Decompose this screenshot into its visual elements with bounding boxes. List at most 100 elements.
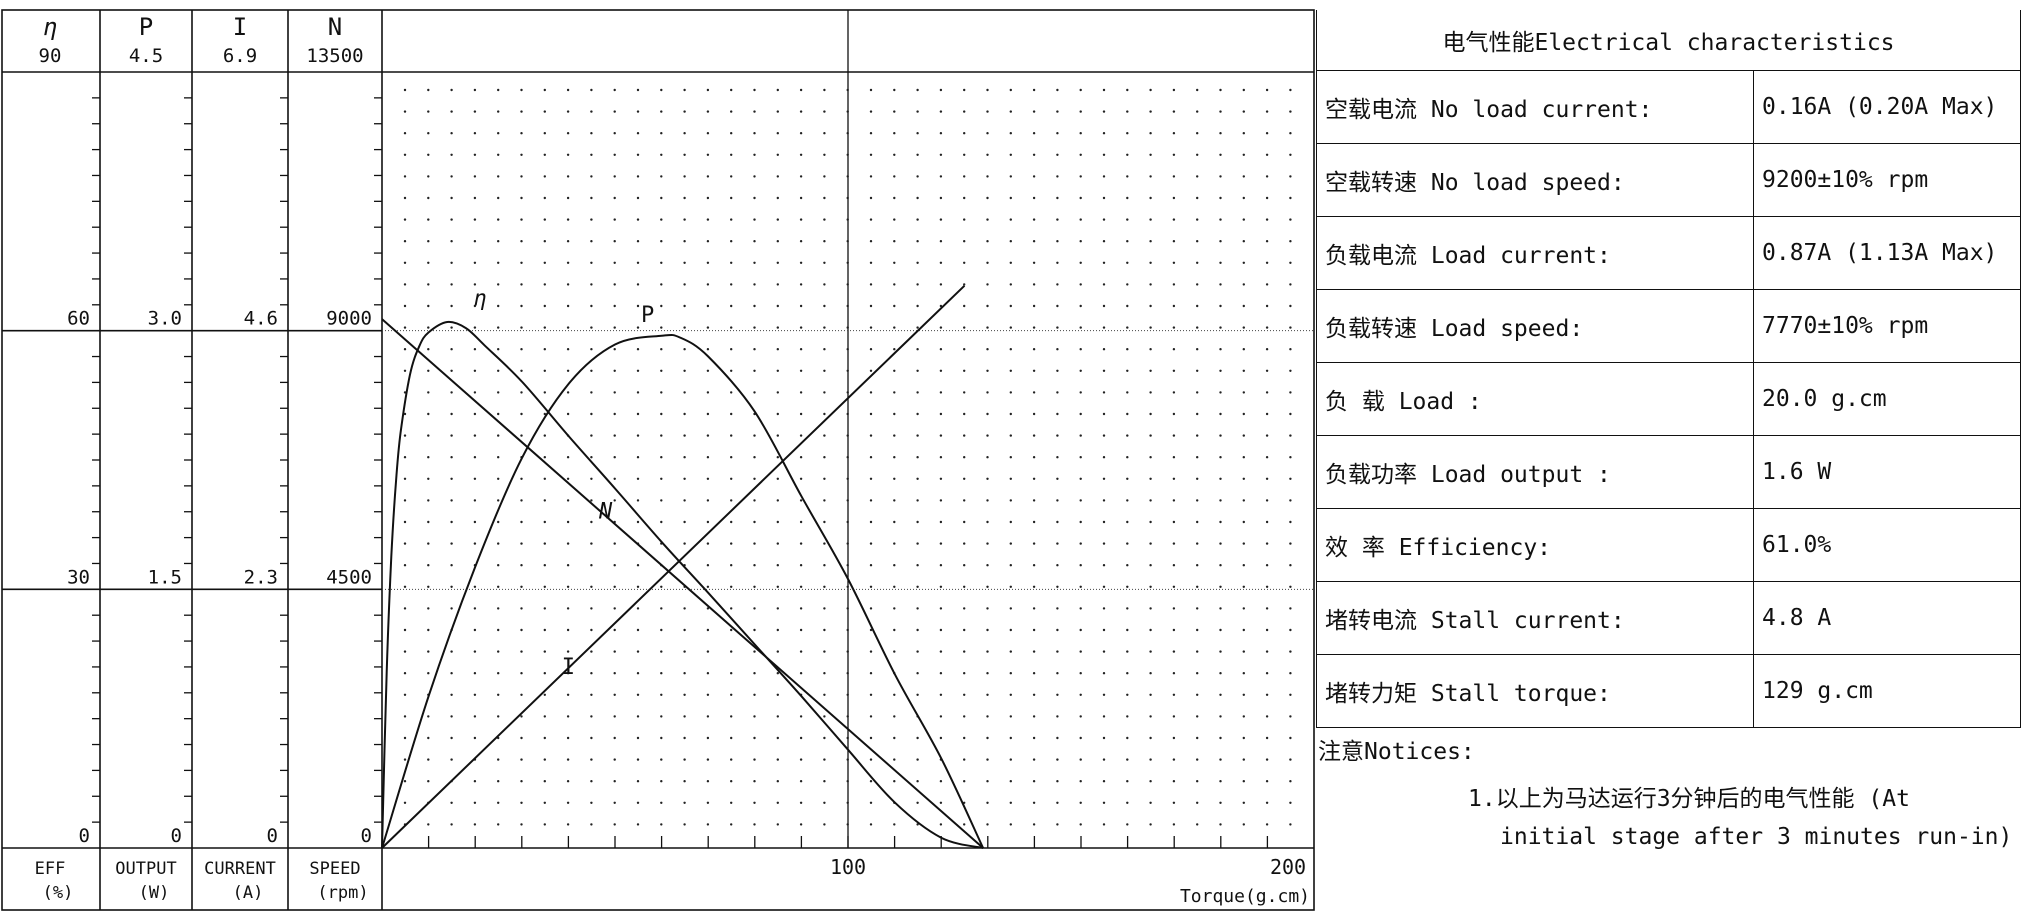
- grid-dot: [427, 153, 430, 156]
- grid-dot: [450, 564, 453, 567]
- spec-value: 61.0%: [1753, 508, 2021, 582]
- grid-dot: [1219, 110, 1222, 113]
- grid-dot: [799, 110, 803, 113]
- grid-dot: [776, 88, 779, 92]
- grid-dot: [613, 758, 616, 761]
- grid-dot: [1172, 650, 1176, 653]
- grid-dot: [730, 326, 733, 329]
- dot-grid: [403, 88, 1292, 826]
- grid-dot: [963, 823, 966, 826]
- grid-dot: [1242, 348, 1246, 351]
- grid-dot: [613, 650, 616, 653]
- grid-dot: [1032, 88, 1036, 92]
- grid-dot: [613, 283, 616, 286]
- grid-dot: [799, 240, 803, 243]
- grid-dot: [450, 823, 453, 826]
- grid-dot: [613, 542, 616, 545]
- grid-dot: [1102, 196, 1106, 200]
- grid-dot: [683, 542, 686, 545]
- grid-dot: [1289, 88, 1292, 92]
- grid-dot: [823, 304, 826, 308]
- grid-dot: [590, 585, 593, 588]
- grid-dot: [1079, 391, 1082, 394]
- grid-dot: [636, 477, 640, 480]
- grid-dot: [450, 391, 453, 394]
- grid-dot: [660, 434, 663, 437]
- grid-dot: [776, 499, 779, 502]
- grid-dot: [1149, 477, 1152, 480]
- grid-dot: [730, 801, 733, 804]
- grid-dot: [1242, 110, 1246, 113]
- grid-dot: [1196, 304, 1199, 308]
- grid-dot: [636, 520, 640, 524]
- grid-dot: [823, 542, 826, 545]
- grid-dot: [543, 153, 546, 156]
- grid-dot: [636, 132, 640, 135]
- grid-dot: [986, 261, 989, 264]
- grid-dot: [799, 412, 803, 416]
- grid-dot: [753, 542, 756, 545]
- grid-dot: [1265, 607, 1269, 610]
- grid-dot: [753, 283, 756, 286]
- grid-dot: [1265, 110, 1269, 113]
- grid-dot: [683, 823, 686, 826]
- grid-dot: [1032, 542, 1036, 545]
- grid-dot: [660, 283, 663, 286]
- grid-dot: [473, 672, 477, 675]
- axis-symbol: η: [43, 13, 57, 41]
- grid-dot: [1242, 801, 1246, 804]
- grid-dot: [776, 261, 779, 264]
- grid-dot: [543, 801, 546, 804]
- grid-dot: [869, 736, 873, 740]
- grid-dot: [893, 477, 896, 480]
- grid-dot: [1219, 391, 1222, 394]
- grid-dot: [799, 132, 803, 135]
- grid-dot: [1009, 693, 1012, 696]
- grid-dot: [706, 369, 710, 372]
- grid-dot: [1126, 110, 1129, 113]
- grid-dot: [1009, 218, 1012, 221]
- grid-dot: [1196, 132, 1199, 135]
- grid-dot: [1265, 88, 1269, 92]
- grid-dot: [683, 412, 686, 416]
- grid-dot: [939, 650, 943, 653]
- grid-dot: [1172, 412, 1176, 416]
- grid-dot: [473, 715, 477, 718]
- grid-dot: [1172, 132, 1176, 135]
- grid-dot: [1032, 153, 1036, 156]
- grid-dot: [427, 283, 430, 286]
- grid-dot: [869, 88, 873, 92]
- grid-dot: [1242, 283, 1246, 286]
- grid-dot: [1219, 240, 1222, 243]
- grid-dot: [846, 823, 849, 826]
- grid-dot: [799, 607, 803, 610]
- grid-dot: [1056, 369, 1059, 372]
- grid-dot: [846, 672, 849, 675]
- grid-dot: [566, 153, 570, 156]
- grid-dot: [403, 218, 407, 221]
- grid-dot: [753, 175, 756, 178]
- grid-dot: [450, 132, 453, 135]
- grid-dot: [1196, 369, 1199, 372]
- grid-dot: [1056, 88, 1059, 92]
- grid-dot: [590, 693, 593, 696]
- grid-dot: [1032, 499, 1036, 502]
- grid-dot: [776, 693, 779, 696]
- grid-dot: [799, 456, 803, 459]
- notices-title: 注意Notices:: [1318, 739, 1475, 765]
- grid-dot: [1149, 88, 1152, 92]
- grid-dot: [473, 607, 477, 610]
- grid-dot: [1102, 801, 1106, 804]
- grid-dot: [1102, 477, 1106, 480]
- grid-dot: [590, 672, 593, 675]
- grid-dot: [939, 175, 943, 178]
- grid-dot: [1196, 542, 1199, 545]
- grid-dot: [1056, 628, 1059, 632]
- grid-dot: [963, 218, 966, 221]
- grid-dot: [1009, 585, 1012, 588]
- grid-dot: [1219, 564, 1222, 567]
- grid-dot: [1219, 801, 1222, 804]
- grid-dot: [730, 283, 733, 286]
- grid-dot: [566, 369, 570, 372]
- grid-dot: [636, 456, 640, 459]
